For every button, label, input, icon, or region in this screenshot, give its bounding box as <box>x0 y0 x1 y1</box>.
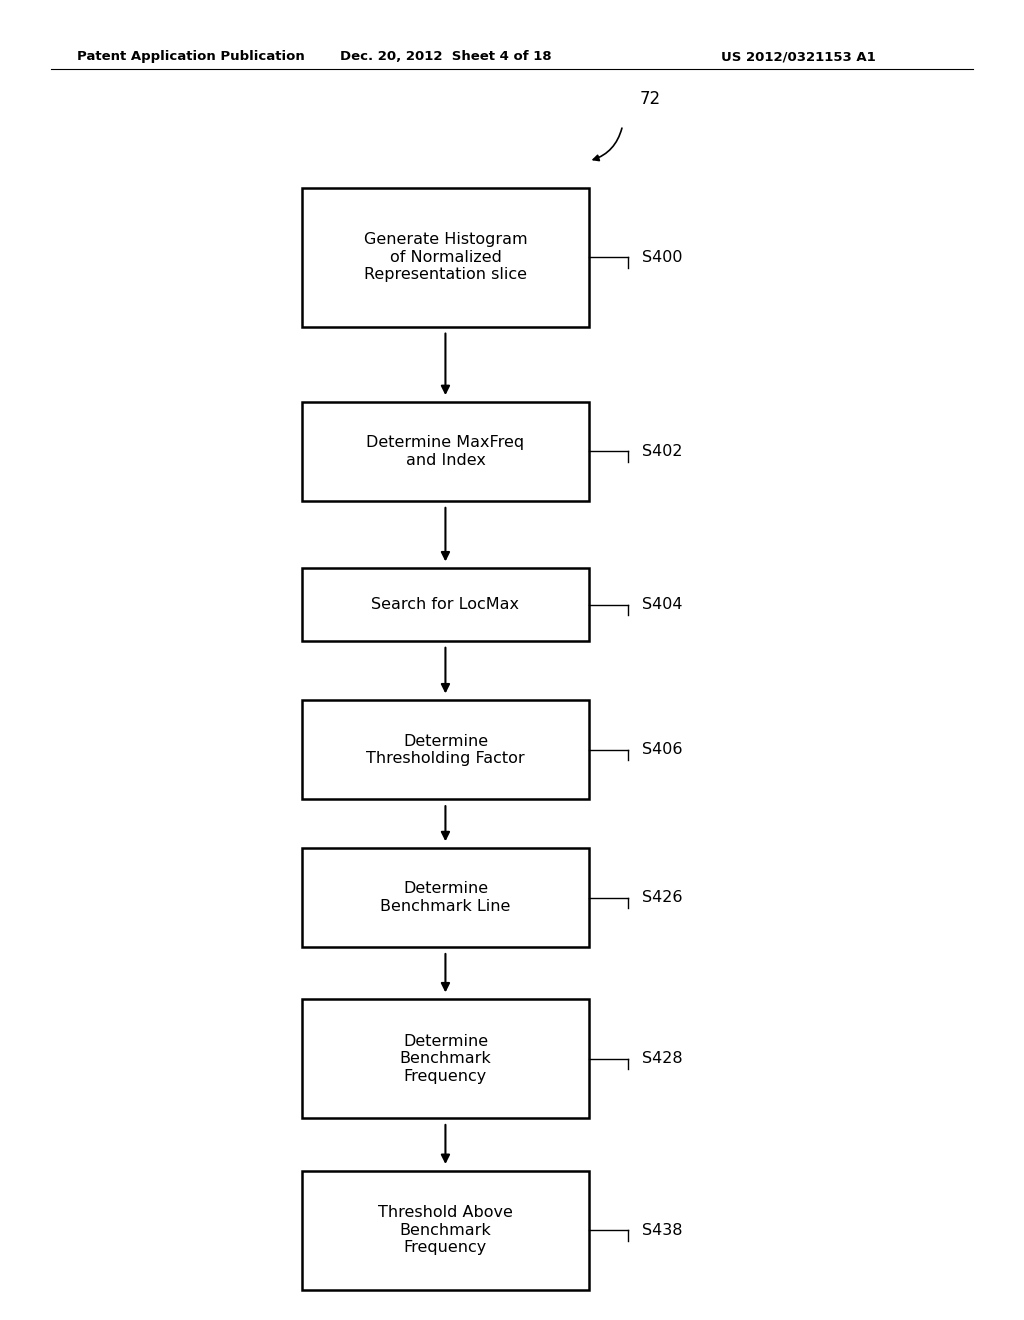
Text: S402: S402 <box>642 444 683 459</box>
Text: Search for LocMax: Search for LocMax <box>372 597 519 612</box>
Text: S438: S438 <box>642 1222 683 1238</box>
Bar <box>302 1171 589 1290</box>
Text: Generate Histogram
of Normalized
Representation slice: Generate Histogram of Normalized Represe… <box>364 232 527 282</box>
Bar <box>302 847 589 948</box>
Bar <box>302 999 589 1118</box>
Bar <box>302 568 589 640</box>
Bar <box>302 401 589 500</box>
Text: Determine
Thresholding Factor: Determine Thresholding Factor <box>367 734 524 766</box>
Text: S406: S406 <box>642 742 683 758</box>
Text: S404: S404 <box>642 597 683 612</box>
Bar <box>302 187 589 326</box>
Text: Determine
Benchmark
Frequency: Determine Benchmark Frequency <box>399 1034 492 1084</box>
Text: Threshold Above
Benchmark
Frequency: Threshold Above Benchmark Frequency <box>378 1205 513 1255</box>
Text: S426: S426 <box>642 890 683 906</box>
Text: Dec. 20, 2012  Sheet 4 of 18: Dec. 20, 2012 Sheet 4 of 18 <box>340 50 551 63</box>
Text: S428: S428 <box>642 1051 683 1067</box>
Text: Determine
Benchmark Line: Determine Benchmark Line <box>380 882 511 913</box>
Text: Patent Application Publication: Patent Application Publication <box>77 50 304 63</box>
Text: US 2012/0321153 A1: US 2012/0321153 A1 <box>721 50 876 63</box>
Text: Determine MaxFreq
and Index: Determine MaxFreq and Index <box>367 436 524 467</box>
Bar <box>302 700 589 799</box>
Text: 72: 72 <box>640 90 660 108</box>
Text: S400: S400 <box>642 249 683 265</box>
